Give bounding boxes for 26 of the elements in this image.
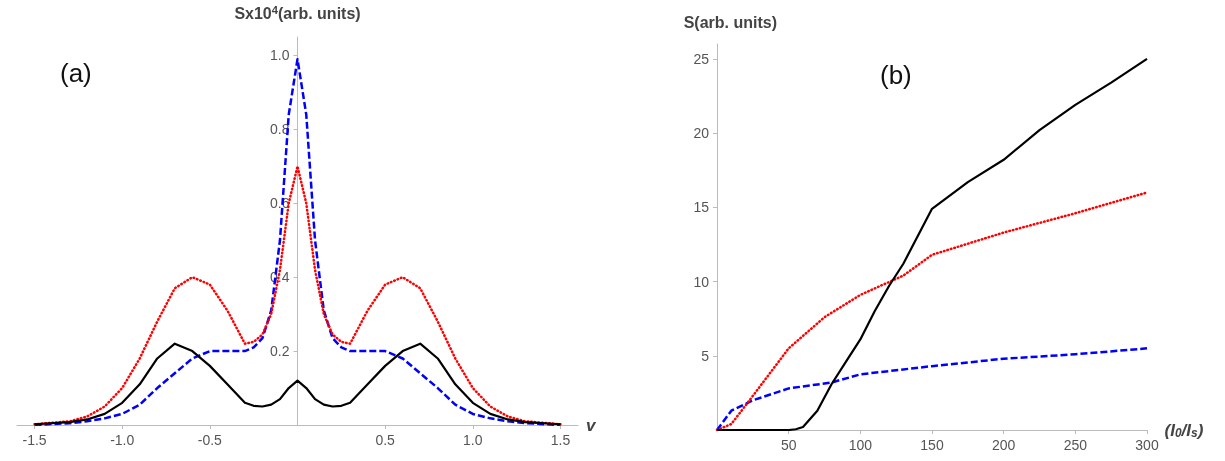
annotation: (a): [60, 58, 92, 88]
annotation: (b): [880, 60, 912, 90]
x-tick-label: -1.0: [110, 432, 135, 448]
x-tick-label: 0.5: [375, 432, 396, 448]
x-tick-label: 150: [920, 437, 944, 453]
x-axis-title: v: [586, 415, 597, 435]
y-tick-label: 0.2: [270, 343, 290, 360]
x-tick-label: -1.5: [22, 432, 47, 448]
line-series: [33, 342, 562, 426]
x-tick-label: 250: [1063, 437, 1088, 453]
x-tick-label: 1.5: [550, 432, 571, 448]
y-tick-label: 15: [693, 199, 710, 216]
y-tick-label: 5: [701, 347, 710, 364]
x-tick-label: 300: [1135, 437, 1159, 453]
y-tick-label: 25: [693, 50, 710, 67]
y-tick-label: 20: [693, 125, 710, 142]
line-series: [33, 165, 562, 426]
x-tick-label: 50: [780, 437, 797, 453]
y-axis-title: S(arb. units): [683, 13, 777, 31]
y-tick-label: 1.0: [270, 47, 290, 64]
x-tick-label: -0.5: [197, 432, 223, 448]
x-tick-label: 200: [991, 437, 1016, 453]
x-tick-label: 1.0: [463, 432, 483, 448]
x-tick-label: 100: [848, 437, 873, 453]
x-axis-title: (I0/Is): [1164, 420, 1204, 440]
y-tick-label: 10: [693, 273, 710, 290]
